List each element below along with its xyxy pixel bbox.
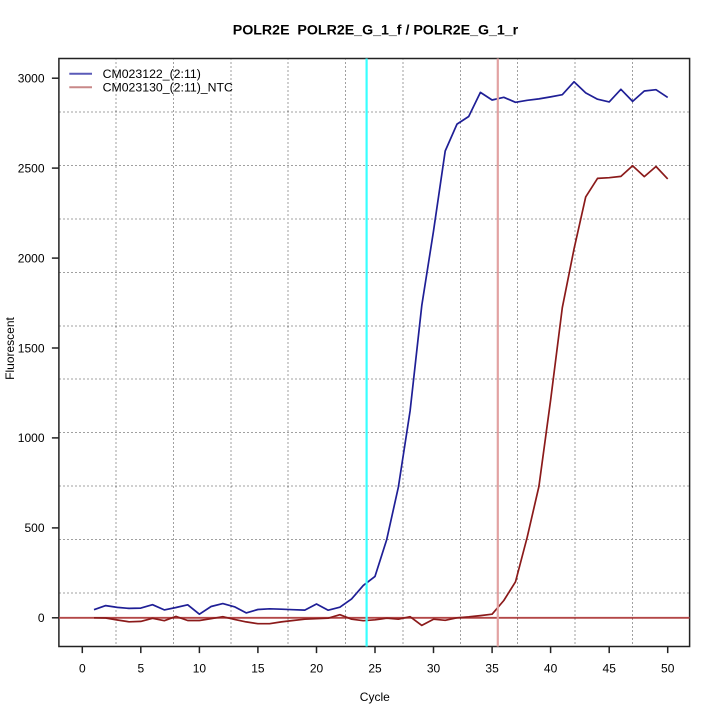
- svg-text:40: 40: [544, 662, 558, 676]
- svg-text:20: 20: [310, 662, 324, 676]
- svg-text:15: 15: [251, 662, 265, 676]
- svg-text:2500: 2500: [18, 161, 45, 175]
- svg-text:50: 50: [661, 662, 675, 676]
- svg-text:3000: 3000: [18, 72, 45, 86]
- svg-text:CM023122_(2:11): CM023122_(2:11): [103, 67, 201, 81]
- svg-text:10: 10: [193, 662, 207, 676]
- svg-text:45: 45: [603, 662, 617, 676]
- svg-text:0: 0: [79, 662, 86, 676]
- svg-text:2000: 2000: [18, 251, 45, 265]
- svg-text:0: 0: [38, 611, 45, 625]
- svg-text:5: 5: [137, 662, 144, 676]
- svg-text:CM023130_(2:11)_NTC: CM023130_(2:11)_NTC: [103, 81, 233, 95]
- svg-text:Cycle: Cycle: [360, 690, 390, 704]
- svg-text:POLR2E POLR2E_G_1_f / POLR2E_: POLR2E POLR2E_G_1_f / POLR2E_G_1_r: [233, 23, 519, 39]
- svg-text:1500: 1500: [18, 341, 45, 355]
- svg-text:30: 30: [427, 662, 441, 676]
- svg-text:Fluorescent: Fluorescent: [3, 316, 17, 379]
- svg-text:500: 500: [24, 521, 44, 535]
- svg-text:25: 25: [368, 662, 382, 676]
- svg-text:35: 35: [485, 662, 499, 676]
- svg-text:1000: 1000: [18, 431, 45, 445]
